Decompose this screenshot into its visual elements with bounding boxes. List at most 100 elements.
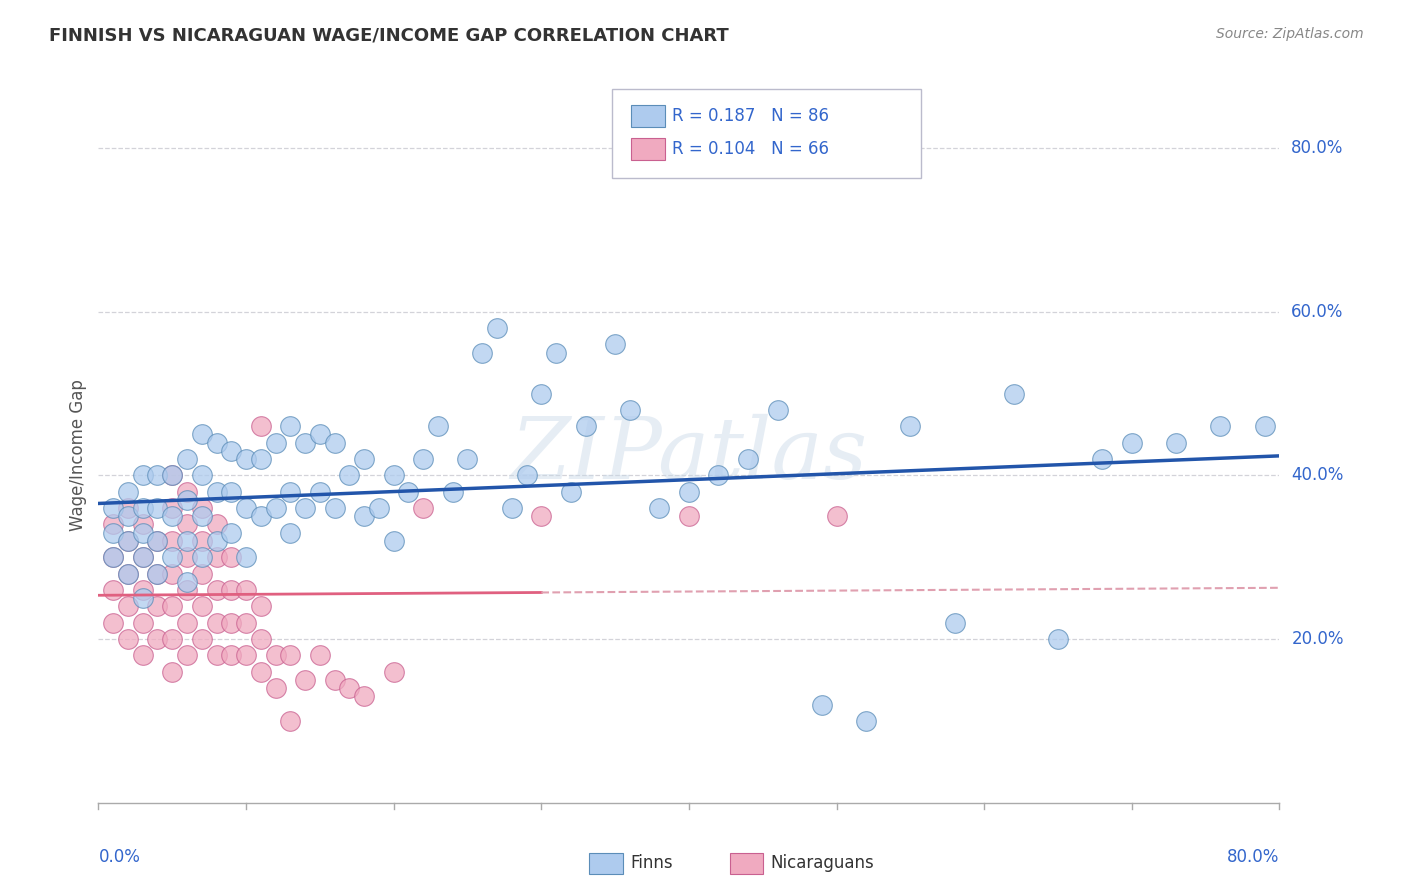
Point — [117, 533, 139, 548]
Point — [264, 648, 287, 663]
Text: 80.0%: 80.0% — [1227, 847, 1279, 866]
Point — [412, 501, 434, 516]
Point — [132, 648, 155, 663]
Point — [176, 517, 198, 532]
Point — [605, 337, 627, 351]
Point — [560, 484, 582, 499]
Point — [221, 443, 243, 458]
Point — [191, 533, 214, 548]
Point — [323, 435, 346, 450]
Point — [264, 681, 287, 696]
Point — [1121, 435, 1143, 450]
Text: 60.0%: 60.0% — [1291, 302, 1344, 321]
Point — [900, 419, 922, 434]
Point — [575, 419, 598, 434]
Text: 40.0%: 40.0% — [1291, 467, 1344, 484]
Point — [146, 599, 169, 614]
Point — [103, 501, 125, 516]
Point — [191, 427, 214, 442]
Point — [264, 501, 287, 516]
Text: R = 0.187   N = 86: R = 0.187 N = 86 — [672, 107, 830, 125]
Point — [294, 501, 316, 516]
Point — [382, 468, 405, 483]
Point — [457, 452, 479, 467]
Point — [146, 566, 169, 581]
Point — [176, 550, 198, 565]
Point — [810, 698, 832, 712]
Point — [162, 509, 183, 524]
Point — [162, 599, 183, 614]
Point — [943, 615, 966, 630]
Point — [648, 501, 671, 516]
Point — [737, 452, 759, 467]
Point — [132, 525, 155, 540]
Point — [250, 509, 273, 524]
Point — [176, 533, 198, 548]
Point — [176, 492, 198, 507]
Point — [132, 591, 155, 606]
Text: 80.0%: 80.0% — [1291, 139, 1344, 157]
Point — [103, 517, 125, 532]
Text: R = 0.104   N = 66: R = 0.104 N = 66 — [672, 140, 830, 158]
Point — [103, 582, 125, 597]
Point — [353, 509, 375, 524]
Point — [250, 419, 273, 434]
Point — [191, 632, 214, 646]
Point — [162, 501, 183, 516]
Point — [530, 386, 553, 401]
Point — [855, 714, 877, 728]
Point — [280, 714, 302, 728]
Point — [191, 550, 214, 565]
Point — [619, 403, 641, 417]
Point — [398, 484, 420, 499]
Point — [221, 615, 243, 630]
Point — [235, 648, 257, 663]
Point — [221, 648, 243, 663]
Point — [235, 452, 257, 467]
Point — [486, 321, 509, 335]
Point — [176, 484, 198, 499]
Point — [103, 525, 125, 540]
Point — [678, 484, 700, 499]
Point — [162, 632, 183, 646]
Point — [309, 484, 332, 499]
Point — [1209, 419, 1232, 434]
Point — [235, 550, 257, 565]
Point — [353, 452, 375, 467]
Y-axis label: Wage/Income Gap: Wage/Income Gap — [69, 379, 87, 531]
Point — [280, 648, 302, 663]
Point — [205, 648, 228, 663]
Text: Nicaraguans: Nicaraguans — [770, 855, 875, 872]
Point — [766, 403, 789, 417]
Point — [132, 582, 155, 597]
Point — [162, 665, 183, 679]
Point — [707, 468, 730, 483]
Point — [103, 550, 125, 565]
Point — [146, 501, 169, 516]
Text: Finns: Finns — [630, 855, 672, 872]
Point — [368, 501, 391, 516]
Point — [501, 501, 523, 516]
Point — [162, 533, 183, 548]
Point — [221, 484, 243, 499]
Point — [205, 517, 228, 532]
Point — [382, 665, 405, 679]
Point — [235, 501, 257, 516]
Point — [250, 665, 273, 679]
Text: FINNISH VS NICARAGUAN WAGE/INCOME GAP CORRELATION CHART: FINNISH VS NICARAGUAN WAGE/INCOME GAP CO… — [49, 27, 728, 45]
Text: 20.0%: 20.0% — [1291, 630, 1344, 648]
Point — [1046, 632, 1070, 646]
Point — [117, 484, 139, 499]
Point — [146, 632, 169, 646]
Point — [162, 566, 183, 581]
Point — [162, 468, 183, 483]
Point — [176, 615, 198, 630]
Point — [280, 484, 302, 499]
Point — [1254, 419, 1277, 434]
Point — [516, 468, 538, 483]
Point — [205, 435, 228, 450]
Point — [294, 673, 316, 687]
Point — [382, 533, 405, 548]
Point — [191, 599, 214, 614]
Point — [205, 550, 228, 565]
